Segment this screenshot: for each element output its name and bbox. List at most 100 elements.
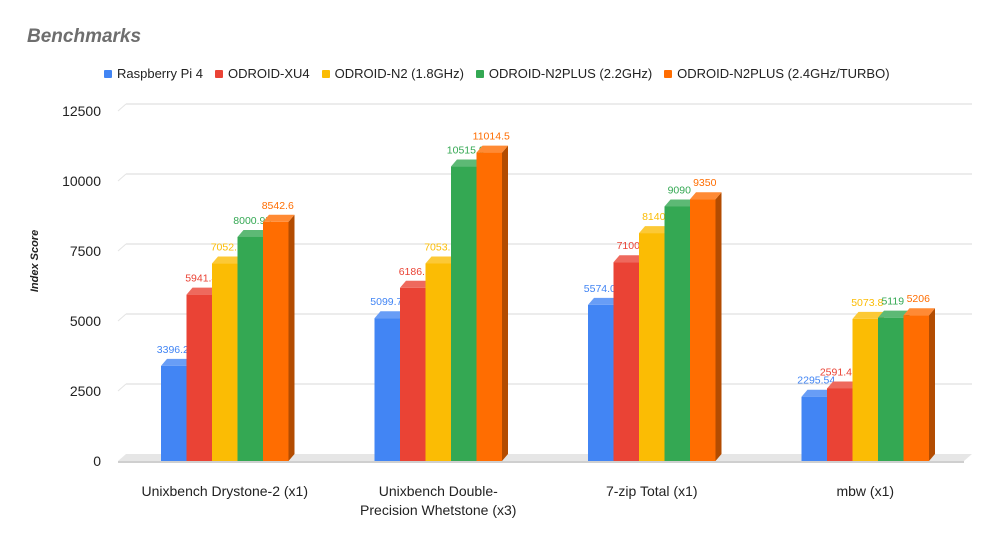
bar xyxy=(690,199,716,461)
y-tick-label: 0 xyxy=(93,453,101,469)
legend: Raspberry Pi 4 ODROID-XU4 ODROID-N2 (1.8GH… xyxy=(104,66,902,81)
data-label: 7052.1 xyxy=(211,242,243,254)
bar xyxy=(852,318,878,461)
bar-top xyxy=(374,311,406,319)
bar xyxy=(664,206,690,461)
bar-top xyxy=(690,192,722,200)
bar-top xyxy=(263,214,295,222)
bar xyxy=(639,233,665,461)
bar xyxy=(425,263,451,461)
legend-swatch xyxy=(475,69,484,78)
bar xyxy=(400,287,426,461)
bar-top xyxy=(801,389,833,397)
floor-top xyxy=(118,454,972,461)
floor-edge xyxy=(118,461,964,463)
data-label: 2295.54 xyxy=(797,375,835,387)
bar-top xyxy=(425,256,457,264)
bar-top xyxy=(639,226,671,234)
y-tick-label: 7500 xyxy=(70,243,101,259)
legend-swatch xyxy=(664,69,673,78)
bar-top xyxy=(613,255,645,263)
legend-swatch xyxy=(104,69,112,78)
chart-title: Benchmarks xyxy=(27,26,142,47)
data-label: 5119 xyxy=(881,296,904,308)
bar xyxy=(827,388,853,461)
legend-label: ODROID-XU4 xyxy=(227,66,310,81)
bar-top xyxy=(400,280,432,288)
bar xyxy=(263,221,289,461)
data-label: 9350 xyxy=(693,177,717,189)
legend-label: Raspberry Pi 4 xyxy=(117,66,203,81)
data-label: 7100 xyxy=(617,240,641,252)
legend-item: ODROID-N2PLUS (2.2GHz) xyxy=(475,66,653,81)
gridline-diagonal xyxy=(117,313,127,322)
data-label: 5099.70 xyxy=(370,296,408,308)
legend-item: Raspberry Pi 4 xyxy=(104,66,203,81)
data-label: 8542.6 xyxy=(262,200,294,212)
bar-side xyxy=(502,145,508,461)
bar-top xyxy=(903,308,935,316)
bar-top xyxy=(664,199,696,207)
bar-top xyxy=(186,287,218,295)
legend-swatch xyxy=(321,69,330,78)
legend-label: ODROID-N2PLUS (2.2GHz) xyxy=(488,66,653,81)
y-tick-label: 10000 xyxy=(62,173,101,189)
bar xyxy=(237,236,263,461)
bar xyxy=(903,315,929,461)
x-tick-label: 7-zip Total (x1) xyxy=(606,483,698,499)
bar xyxy=(161,365,187,461)
data-label: 5206 xyxy=(907,293,931,305)
data-label: 5574.00 xyxy=(584,283,622,295)
bar-side xyxy=(929,308,935,461)
legend-label: ODROID-N2 (1.8GHz) xyxy=(334,66,464,81)
bar xyxy=(613,262,639,461)
bar xyxy=(451,166,477,461)
bar-top xyxy=(212,256,244,264)
legend-item: ODROID-N2 (1.8GHz) xyxy=(321,66,464,81)
y-tick-label: 12500 xyxy=(62,103,101,119)
gridline-diagonal xyxy=(117,243,127,252)
x-tick-label: Precision Whetstone (x3) xyxy=(360,502,516,518)
bar xyxy=(374,318,400,461)
data-label: 6186.3 xyxy=(399,266,431,278)
bar-side xyxy=(288,214,295,461)
x-tick-label: mbw (x1) xyxy=(836,483,894,499)
bar xyxy=(878,317,904,461)
data-label: 5073.8 xyxy=(851,297,883,309)
data-label: 3396.25 xyxy=(157,344,195,356)
bar-top xyxy=(161,358,193,366)
legend-label: ODROID-N2PLUS (2.4GHz/TURBO) xyxy=(677,66,890,81)
legend-item: ODROID-XU4 xyxy=(214,66,310,81)
x-tick-label: Unixbench Drystone-2 (x1) xyxy=(141,483,308,499)
x-tick-label: Unixbench Double- xyxy=(379,483,498,499)
data-label: 7053.6 xyxy=(424,241,456,253)
gridline-diagonal xyxy=(117,173,127,182)
bar-top xyxy=(827,381,859,389)
bar-top xyxy=(237,229,269,237)
y-tick-label: 5000 xyxy=(70,313,101,329)
bar xyxy=(588,304,614,461)
bar xyxy=(186,294,212,461)
bar xyxy=(212,263,238,461)
bar xyxy=(476,152,502,461)
legend-swatch xyxy=(214,69,223,78)
data-label: 8140 xyxy=(642,211,666,223)
bar-top xyxy=(852,311,884,319)
bar-top xyxy=(588,297,620,305)
bar-top xyxy=(451,159,483,167)
bar-top xyxy=(878,310,910,318)
bar-top xyxy=(476,145,508,153)
data-label: 11014.5 xyxy=(473,131,510,143)
y-tick-label: 2500 xyxy=(70,383,101,399)
data-label: 8000.95 xyxy=(233,215,271,227)
bar xyxy=(801,396,827,461)
gridline-diagonal xyxy=(117,383,127,392)
bar-side xyxy=(715,192,722,461)
y-axis-label: Index Score xyxy=(29,230,41,292)
data-label: 5941.4 xyxy=(185,273,217,285)
gridline-diagonal xyxy=(117,103,127,112)
data-label: 9090 xyxy=(668,184,692,196)
data-label: 10515.9 xyxy=(447,145,485,157)
legend-item: ODROID-N2PLUS (2.4GHz/TURBO) xyxy=(664,66,890,81)
